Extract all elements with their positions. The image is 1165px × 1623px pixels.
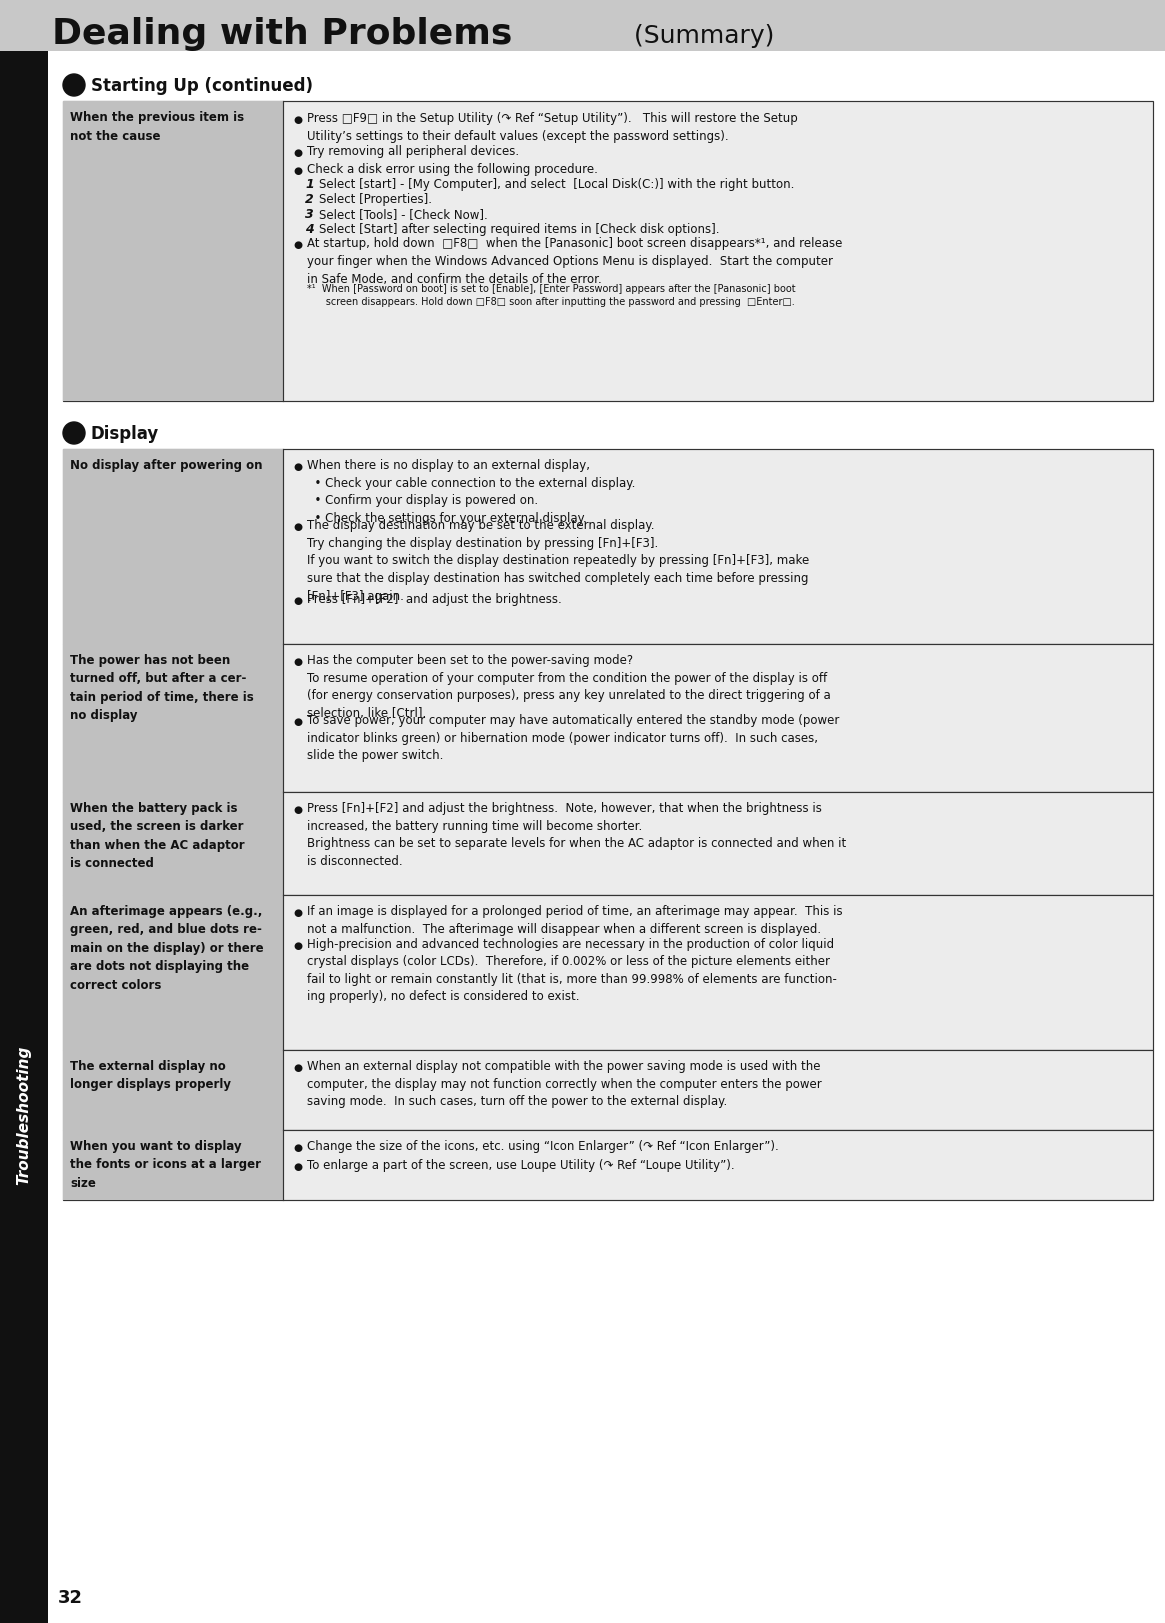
- Bar: [63, 644, 283, 792]
- Text: ●: ●: [294, 1143, 302, 1152]
- Bar: [63, 1130, 283, 1201]
- Text: ●: ●: [294, 596, 302, 605]
- Text: When an external display not compatible with the power saving mode is used with : When an external display not compatible …: [308, 1060, 821, 1107]
- Text: At startup, hold down  □F8□  when the [Panasonic] boot screen disappears*¹, and : At startup, hold down □F8□ when the [Pan…: [308, 237, 842, 286]
- Text: Dealing with Problems: Dealing with Problems: [52, 16, 513, 50]
- Bar: [63, 102, 283, 403]
- Bar: [63, 896, 283, 1050]
- Circle shape: [63, 75, 85, 97]
- Text: Press □F9□ in the Setup Utility (↷ Ref “Setup Utility”).   This will restore the: Press □F9□ in the Setup Utility (↷ Ref “…: [308, 112, 798, 143]
- Text: High-precision and advanced technologies are necessary in the production of colo: High-precision and advanced technologies…: [308, 936, 836, 1003]
- Text: The power has not been
turned off, but after a cer-
tain period of time, there i: The power has not been turned off, but a…: [70, 654, 254, 722]
- Text: ●: ●: [294, 657, 302, 667]
- Text: Try removing all peripheral devices.: Try removing all peripheral devices.: [308, 144, 520, 157]
- Text: ●: ●: [294, 717, 302, 727]
- Text: ●: ●: [294, 115, 302, 125]
- Text: To save power, your computer may have automatically entered the standby mode (po: To save power, your computer may have au…: [308, 714, 839, 761]
- Text: ●: ●: [294, 523, 302, 532]
- Bar: [63, 102, 1153, 403]
- Bar: [0, 0, 1165, 52]
- Text: 1: 1: [305, 179, 313, 192]
- Text: The display destination may be set to the external display.
Try changing the dis: The display destination may be set to th…: [308, 519, 810, 602]
- Text: ●: ●: [294, 240, 302, 250]
- Text: An afterimage appears (e.g.,
green, red, and blue dots re-
main on the display) : An afterimage appears (e.g., green, red,…: [70, 904, 263, 992]
- Text: Select [Properties].: Select [Properties].: [319, 193, 432, 206]
- Text: When you want to display
the fonts or icons at a larger
size: When you want to display the fonts or ic…: [70, 1139, 261, 1190]
- Text: Press [Fn]+[F2] and adjust the brightness.  Note, however, that when the brightn: Press [Fn]+[F2] and adjust the brightnes…: [308, 802, 846, 867]
- Text: Starting Up (continued): Starting Up (continued): [91, 76, 313, 94]
- Bar: [63, 450, 283, 644]
- Bar: [63, 792, 1153, 896]
- Text: *¹  When [Password on boot] is set to [Enable], [Enter Password] appears after t: *¹ When [Password on boot] is set to [En…: [308, 284, 796, 307]
- Text: 3: 3: [305, 208, 313, 221]
- Text: Select [Start] after selecting required items in [Check disk options].: Select [Start] after selecting required …: [319, 222, 720, 235]
- Text: Troubleshooting: Troubleshooting: [16, 1045, 31, 1183]
- Bar: [63, 896, 1153, 1050]
- Text: Select [Tools] - [Check Now].: Select [Tools] - [Check Now].: [319, 208, 488, 221]
- Text: ●: ●: [294, 940, 302, 949]
- Text: If an image is displayed for a prolonged period of time, an afterimage may appea: If an image is displayed for a prolonged…: [308, 904, 842, 935]
- Text: Display: Display: [91, 425, 160, 443]
- Text: When there is no display to an external display,
  • Check your cable connection: When there is no display to an external …: [308, 459, 635, 524]
- Text: Check a disk error using the following procedure.: Check a disk error using the following p…: [308, 164, 598, 177]
- Text: Change the size of the icons, etc. using “Icon Enlarger” (↷ Ref “Icon Enlarger”): Change the size of the icons, etc. using…: [308, 1139, 778, 1152]
- Bar: [0, 52, 48, 1623]
- Text: ●: ●: [294, 805, 302, 815]
- Text: 4: 4: [305, 222, 313, 235]
- Bar: [63, 1050, 283, 1130]
- Bar: [63, 1130, 1153, 1201]
- Text: To enlarge a part of the screen, use Loupe Utility (↷ Ref “Loupe Utility”).: To enlarge a part of the screen, use Lou…: [308, 1159, 735, 1172]
- Text: ●: ●: [294, 1160, 302, 1172]
- Bar: [63, 450, 1153, 644]
- Text: ●: ●: [294, 166, 302, 177]
- Text: Has the computer been set to the power-saving mode?
To resume operation of your : Has the computer been set to the power-s…: [308, 654, 831, 719]
- Text: When the battery pack is
used, the screen is darker
than when the AC adaptor
is : When the battery pack is used, the scree…: [70, 802, 245, 870]
- Text: 32: 32: [57, 1587, 83, 1607]
- Text: ●: ●: [294, 1063, 302, 1073]
- Bar: [63, 1050, 1153, 1130]
- Text: ●: ●: [294, 461, 302, 472]
- Text: (Summary): (Summary): [626, 24, 775, 49]
- Bar: [63, 644, 1153, 792]
- Circle shape: [63, 422, 85, 445]
- Text: 2: 2: [305, 193, 313, 206]
- Text: The external display no
longer displays properly: The external display no longer displays …: [70, 1060, 231, 1091]
- Text: When the previous item is
not the cause: When the previous item is not the cause: [70, 110, 245, 143]
- Text: No display after powering on: No display after powering on: [70, 459, 262, 472]
- Text: Select [start] - [My Computer], and select  [Local Disk(C:)] with the right butt: Select [start] - [My Computer], and sele…: [319, 179, 795, 192]
- Text: ●: ●: [294, 148, 302, 157]
- Bar: [63, 792, 283, 896]
- Text: ●: ●: [294, 907, 302, 917]
- Text: Press [Fn]+[F2]  and adjust the brightness.: Press [Fn]+[F2] and adjust the brightnes…: [308, 592, 562, 605]
